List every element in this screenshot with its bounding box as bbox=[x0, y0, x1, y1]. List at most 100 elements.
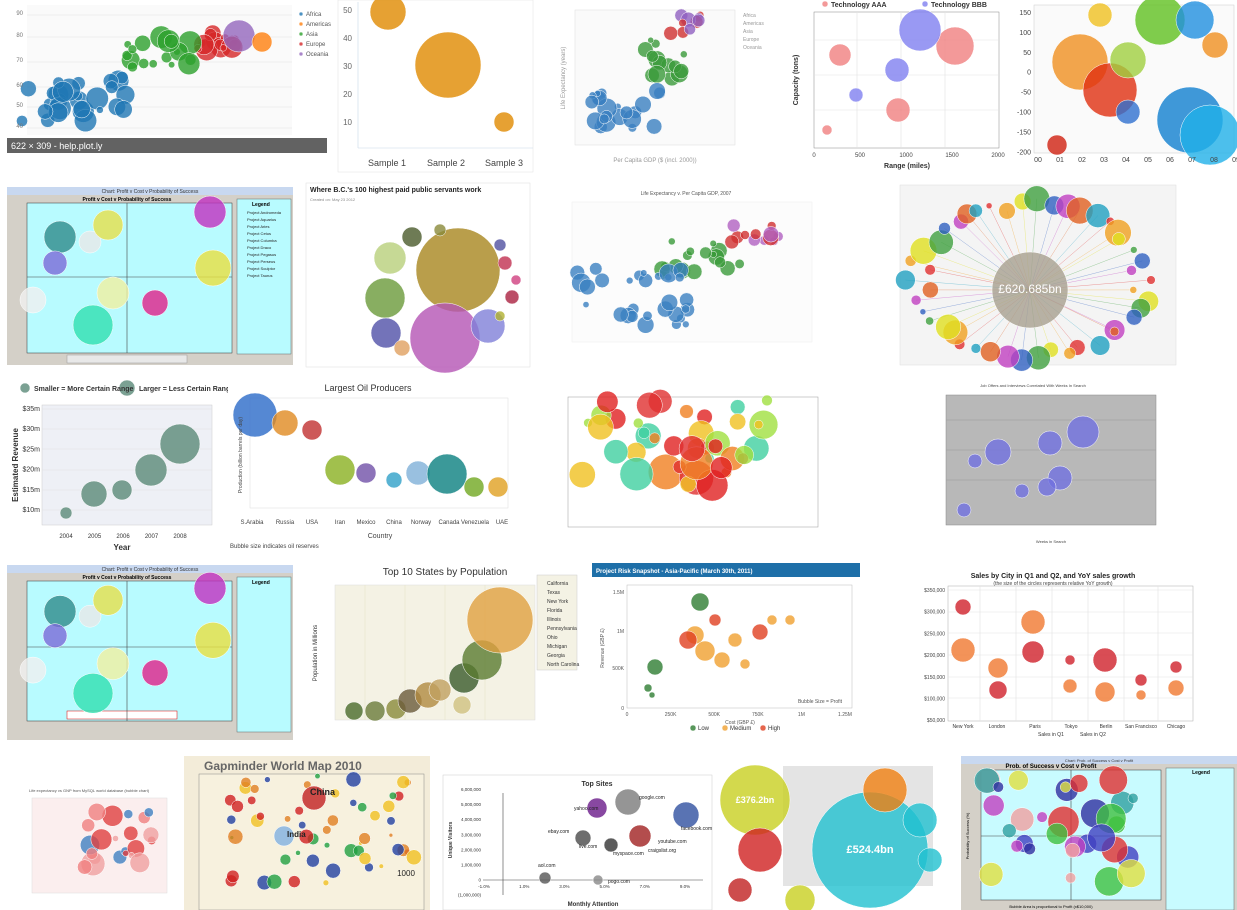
thumbnail-text: Chart: Profit v Cost v Probability of Su… bbox=[102, 189, 199, 195]
bubble bbox=[1037, 430, 1063, 456]
result-thumbnail[interactable] bbox=[523, 382, 823, 549]
thumbnail-text: 250K bbox=[665, 712, 677, 718]
result-thumbnail[interactable]: 622 × 309 - help.plot.ly Africa Americas As… bbox=[7, 0, 331, 153]
bubble bbox=[19, 382, 31, 394]
thumbnail-text: Probability of Success (%) bbox=[965, 812, 970, 859]
result-thumbnail[interactable]: Top Sites 6,000,000 5,000,000 4,000,000 3,00… bbox=[442, 774, 713, 910]
thumbnail-text: India bbox=[287, 830, 306, 839]
bubble bbox=[129, 852, 150, 873]
result-thumbnail[interactable]: £620.685bn bbox=[895, 184, 1177, 372]
bubble bbox=[730, 399, 746, 415]
thumbnail-text: North Carolina bbox=[547, 662, 579, 668]
plot-panel bbox=[236, 198, 292, 355]
thumbnail-text: facebook.com bbox=[681, 826, 712, 832]
bubble bbox=[279, 853, 292, 866]
bubble bbox=[681, 304, 691, 314]
bubble bbox=[251, 31, 273, 53]
bubble bbox=[1098, 765, 1128, 795]
thumbnail-text: 150 bbox=[1019, 10, 1031, 17]
result-thumbnail[interactable]: Life Expectancy v. Per Capita GDP, 2007 bbox=[542, 187, 830, 365]
result-thumbnail[interactable]: Chart: Profit v Cost v Probability of Su… bbox=[7, 565, 293, 740]
thumbnail-text: Paris bbox=[1029, 724, 1041, 730]
bubble bbox=[713, 651, 731, 669]
result-thumbnail[interactable]: £376.2bn £524.4bn bbox=[719, 756, 948, 910]
result-thumbnail[interactable]: Gapminder World Map 2010 China India 1000 bbox=[184, 756, 430, 910]
bubble bbox=[950, 637, 976, 663]
bubble bbox=[369, 810, 381, 822]
thumbnail-text: 1.25M bbox=[838, 712, 852, 718]
result-thumbnail[interactable]: Sales by City in Q1 and Q2, and YoY sale… bbox=[908, 568, 1198, 740]
thumbnail-text: 2008 bbox=[173, 534, 187, 540]
result-thumbnail[interactable]: Africa Americas Asia Europe Oceania Per Capit… bbox=[545, 0, 778, 172]
thumbnail-text: 500K bbox=[708, 712, 720, 718]
bubble bbox=[821, 0, 829, 8]
bubble bbox=[219, 44, 227, 52]
thumbnail-text: 2004 bbox=[59, 534, 73, 540]
bubble bbox=[614, 788, 642, 816]
bubble bbox=[87, 803, 106, 821]
result-thumbnail[interactable]: Life expectancy vs GNP from MySQL world … bbox=[7, 778, 172, 905]
result-thumbnail[interactable]: Chart: Prob. of Success v Cost v ProfitP… bbox=[961, 756, 1237, 910]
bubble bbox=[679, 404, 694, 419]
bubble bbox=[143, 807, 154, 818]
thumbnail-text: (1,000,000) bbox=[458, 893, 482, 898]
thumbnail-text: New York bbox=[547, 599, 569, 605]
bubble bbox=[737, 827, 783, 873]
bubble bbox=[1094, 681, 1116, 703]
thumbnail-text: 80 bbox=[16, 33, 23, 39]
bubble bbox=[388, 832, 394, 838]
result-thumbnail[interactable]: Where B.C.'s 100 highest paid public ser… bbox=[305, 182, 531, 374]
result-thumbnail[interactable]: Job Offers and Interviews Correlated Wit… bbox=[901, 380, 1167, 551]
plot-panel bbox=[66, 354, 188, 364]
thumbnail-text: 02 bbox=[1078, 157, 1086, 164]
result-thumbnail[interactable]: Technology AAA Technology BBB 0 500 1000 1500… bbox=[789, 0, 1005, 172]
result-thumbnail[interactable]: Largest Oil Producers S.Arabia Russia USA Ir… bbox=[228, 380, 510, 551]
bubble bbox=[729, 413, 747, 431]
thumbnail-text: Project Columba bbox=[247, 238, 277, 243]
bubble bbox=[306, 853, 320, 868]
thumbnail-text: $15m bbox=[22, 487, 40, 494]
bubble bbox=[373, 241, 407, 275]
bubble bbox=[740, 230, 750, 240]
thumbnail-text: £376.2bn bbox=[736, 795, 775, 805]
bubble bbox=[466, 586, 534, 654]
bubble bbox=[648, 82, 666, 100]
thumbnail-text: Iran bbox=[335, 520, 345, 526]
bubble bbox=[72, 304, 114, 346]
bubble bbox=[378, 863, 384, 869]
thumbnail-text: 500K bbox=[612, 666, 624, 672]
thumbnail-text: Sales by City in Q1 and Q2, and YoY sale… bbox=[971, 573, 1136, 580]
thumbnail-text: New York bbox=[952, 724, 974, 730]
thumbnail-text: 3,000,000 bbox=[461, 832, 482, 837]
bubble bbox=[980, 341, 1001, 362]
result-thumbnail[interactable]: Chart: Profit v Cost v Probability of Su… bbox=[7, 187, 293, 365]
bubble bbox=[42, 250, 68, 276]
bubble bbox=[673, 63, 690, 79]
thumbnail-text: 2005 bbox=[88, 534, 102, 540]
result-thumbnail[interactable]: Top 10 States by Population California Tex… bbox=[305, 563, 580, 742]
bubble bbox=[954, 598, 972, 616]
bubble bbox=[721, 724, 729, 732]
bubble bbox=[266, 873, 283, 890]
result-thumbnail[interactable]: Project Risk Snapshot - Asia-Pacific (Ma… bbox=[592, 563, 860, 742]
bubble bbox=[985, 202, 993, 210]
thumbnail-text: Project Perseus bbox=[247, 259, 275, 264]
bubble bbox=[256, 812, 265, 821]
result-thumbnail[interactable]: 50 40 30 20 10 Sample 1 Sample 2 Sample 3 bbox=[337, 0, 534, 173]
bubble bbox=[357, 802, 368, 813]
bubble bbox=[43, 220, 77, 254]
bubble bbox=[364, 277, 406, 319]
bubble bbox=[1129, 286, 1138, 294]
result-thumbnail[interactable]: Smaller = More Certain Range Larger = Les… bbox=[7, 379, 234, 552]
bubble bbox=[77, 859, 93, 875]
thumbnail-text: ebay.com bbox=[548, 829, 569, 835]
bubble bbox=[734, 258, 745, 269]
bubble bbox=[1169, 660, 1183, 674]
thumbnail-text: $150,000 bbox=[924, 675, 945, 681]
thumbnail-text: Where B.C.'s 100 highest paid public ser… bbox=[310, 187, 481, 194]
bubble bbox=[52, 81, 74, 103]
thumbnail-text: Low bbox=[698, 726, 710, 732]
bubble bbox=[685, 246, 695, 256]
bubble bbox=[634, 95, 652, 114]
